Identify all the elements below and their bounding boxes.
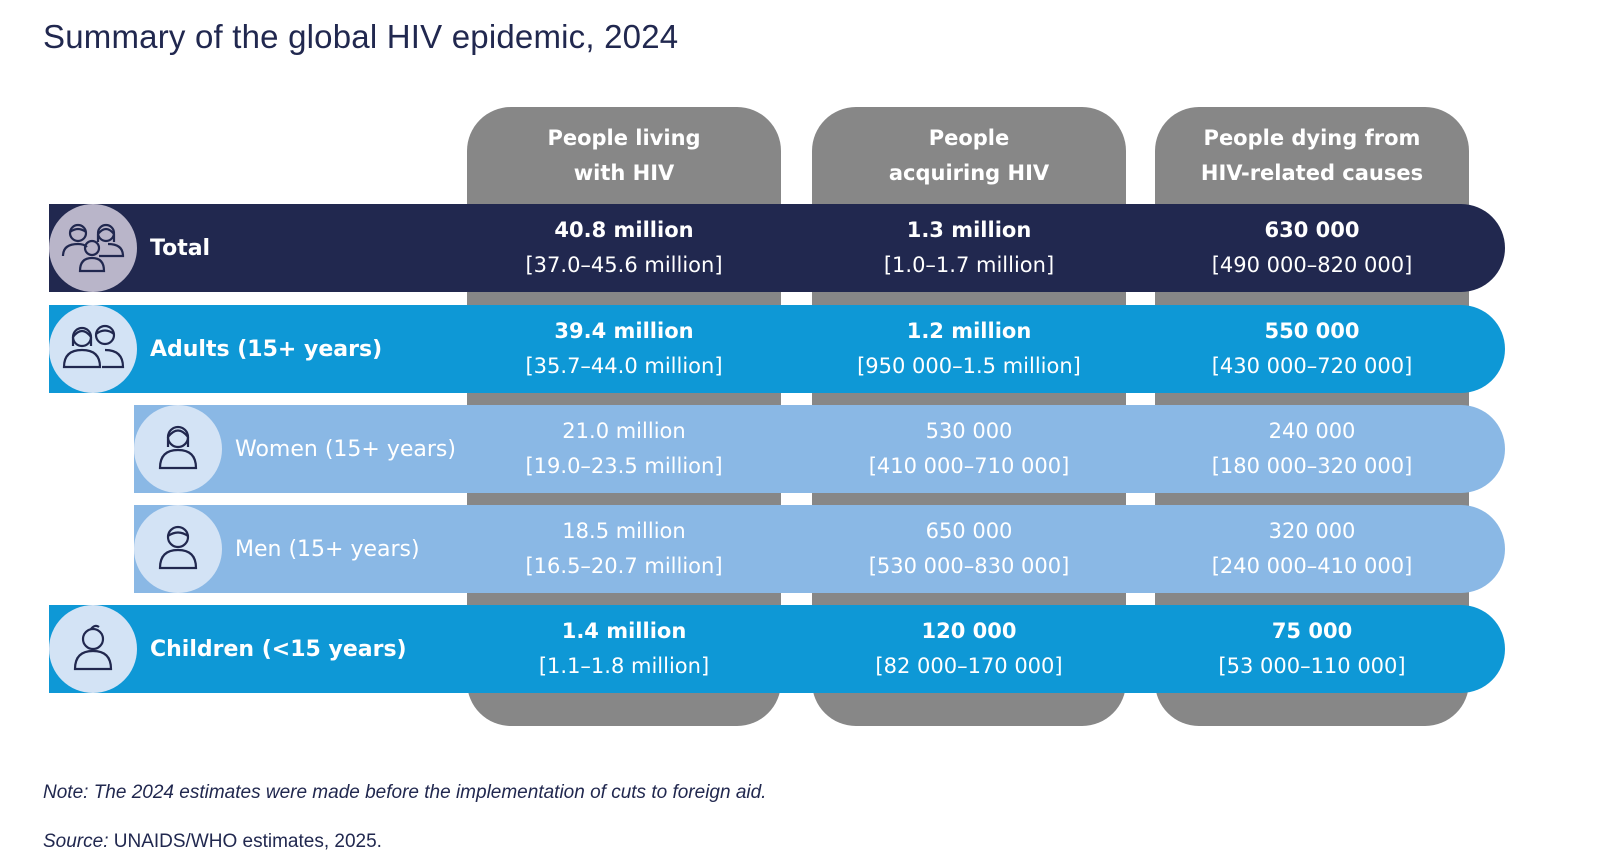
cell-value: 39.4 million (554, 319, 694, 343)
cell-range: [35.7–44.0 million] (525, 354, 723, 378)
table-cell: 40.8 million [37.0–45.6 million] (467, 204, 781, 292)
page-title: Summary of the global HIV epidemic, 2024 (43, 18, 679, 55)
table-cell: 1.4 million [1.1–1.8 million] (467, 605, 781, 693)
cell-value: 40.8 million (554, 218, 694, 242)
cell-range: [1.0–1.7 million] (883, 253, 1055, 277)
cell-range: [82 000–170 000] (875, 654, 1063, 678)
row-label: Men (15+ years) (235, 536, 420, 562)
cell-value: 1.2 million (906, 319, 1032, 343)
table-cell: 1.2 million [950 000–1.5 million] (812, 305, 1126, 393)
cell-value: 1.3 million (906, 218, 1032, 242)
man-icon (156, 522, 200, 576)
row-label: Children (<15 years) (150, 636, 407, 662)
cell-range: [530 000–830 000] (868, 554, 1070, 578)
table-row: Men (15+ years) 18.5 million [16.5–20.7 mi… (134, 505, 1505, 593)
row-label: Total (150, 235, 211, 261)
table-cell: 120 000 [82 000–170 000] (812, 605, 1126, 693)
row-icon-circle (134, 505, 222, 593)
table-row: Total 40.8 million [37.0–45.6 million] 1.3 … (49, 204, 1505, 292)
table-cell: 1.3 million [1.0–1.7 million] (812, 204, 1126, 292)
cell-range: [240 000–410 000] (1211, 554, 1413, 578)
cell-range: [950 000–1.5 million] (857, 354, 1081, 378)
cell-value: 650 000 (925, 519, 1013, 543)
row-label: Adults (15+ years) (150, 336, 383, 362)
table-row: Adults (15+ years) 39.4 million [35.7–44.0… (49, 305, 1505, 393)
row-icon-circle (49, 605, 137, 693)
cell-value: 18.5 million (562, 519, 686, 543)
column-header-acquiring: People acquiring HIV (888, 126, 1050, 185)
cell-value: 1.4 million (561, 619, 687, 643)
cell-range: [1.1–1.8 million] (538, 654, 710, 678)
woman-icon (156, 422, 200, 476)
cell-value: 21.0 million (562, 419, 686, 443)
cell-range: [410 000–710 000] (868, 454, 1070, 478)
row-icon-circle (49, 204, 137, 292)
adults-icon (61, 319, 125, 379)
cell-value: 630 000 (1264, 218, 1360, 242)
cell-range: [16.5–20.7 million] (525, 554, 723, 578)
cell-range: [37.0–45.6 million] (525, 253, 723, 277)
table-cell: 75 000 [53 000–110 000] (1155, 605, 1469, 693)
table-cell: 650 000 [530 000–830 000] (812, 505, 1126, 593)
column-header-dying: People dying from HIV-related causes (1200, 126, 1424, 185)
row-label: Women (15+ years) (235, 436, 456, 462)
cell-range: [430 000–720 000] (1211, 354, 1413, 378)
cell-value: 550 000 (1264, 319, 1360, 343)
table-cell: 39.4 million [35.7–44.0 million] (467, 305, 781, 393)
table-row: Children (<15 years) 1.4 million [1.1–1.8 … (49, 605, 1505, 693)
cell-value: 320 000 (1268, 519, 1356, 543)
row-icon-circle (49, 305, 137, 393)
cell-range: [180 000–320 000] (1211, 454, 1413, 478)
cell-range: [53 000–110 000] (1218, 654, 1406, 678)
cell-value: 120 000 (921, 619, 1017, 643)
cell-range: [19.0–23.5 million] (525, 454, 723, 478)
column-header-living: People living with HIV (547, 126, 701, 185)
table-cell: 21.0 million [19.0–23.5 million] (467, 405, 781, 493)
note: Note: The 2024 estimates were made befor… (43, 782, 767, 803)
table-cell: 530 000 [410 000–710 000] (812, 405, 1126, 493)
cell-value: 75 000 (1271, 619, 1353, 643)
family-icon (61, 218, 125, 278)
row-icon-circle (134, 405, 222, 493)
child-icon (71, 622, 115, 676)
table-cell: 320 000 [240 000–410 000] (1155, 505, 1469, 593)
source: Source: UNAIDS/WHO estimates, 2025. (43, 831, 382, 852)
cell-value: 240 000 (1268, 419, 1356, 443)
cell-range: [490 000–820 000] (1211, 253, 1413, 277)
table-cell: 550 000 [430 000–720 000] (1155, 305, 1469, 393)
table-cell: 630 000 [490 000–820 000] (1155, 204, 1469, 292)
cell-value: 530 000 (925, 419, 1013, 443)
table-cell: 18.5 million [16.5–20.7 million] (467, 505, 781, 593)
table-row: Women (15+ years) 21.0 million [19.0–23.5 … (134, 405, 1505, 493)
table-cell: 240 000 [180 000–320 000] (1155, 405, 1469, 493)
